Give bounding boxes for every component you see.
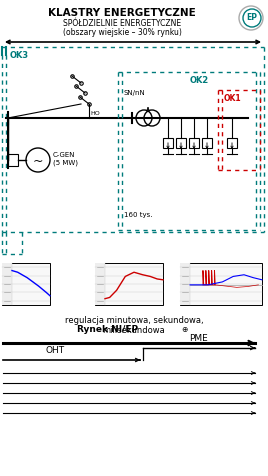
Text: ⊕: ⊕: [181, 325, 187, 334]
Bar: [2, 263, 50, 305]
Bar: [180, 263, 190, 305]
Text: ~: ~: [33, 155, 43, 168]
Text: SPÓŁDZIELNIE ENERGETYCZNE: SPÓŁDZIELNIE ENERGETYCZNE: [63, 19, 181, 28]
Text: regulacja minutowa, sekundowa,
milisekundowa: regulacja minutowa, sekundowa, milisekun…: [65, 316, 203, 336]
Text: 160 tys.: 160 tys.: [124, 212, 152, 218]
Bar: [95, 263, 163, 305]
Text: KLASTRY ENERGETYCZNE: KLASTRY ENERGETYCZNE: [48, 8, 196, 18]
Text: HO: HO: [90, 111, 100, 116]
Text: C-GEN
(5 MW): C-GEN (5 MW): [53, 152, 78, 166]
Text: EP: EP: [247, 13, 258, 22]
Text: PME: PME: [189, 334, 207, 343]
Text: (obszary wiejskie – 30% rynku): (obszary wiejskie – 30% rynku): [62, 28, 181, 37]
Bar: [176, 138, 186, 148]
Text: OK2: OK2: [189, 76, 209, 85]
Bar: [95, 263, 105, 305]
Bar: [189, 138, 199, 148]
Text: OHT: OHT: [46, 346, 65, 355]
Text: Rynek NI/EP: Rynek NI/EP: [77, 325, 139, 334]
Bar: [180, 263, 262, 305]
Text: OK3: OK3: [10, 51, 29, 60]
Bar: [163, 138, 173, 148]
Bar: [202, 138, 212, 148]
Bar: [227, 138, 237, 148]
Text: SN/nN: SN/nN: [124, 90, 146, 96]
Bar: [2, 263, 12, 305]
Text: OK1: OK1: [224, 94, 242, 103]
Bar: [8, 154, 18, 166]
